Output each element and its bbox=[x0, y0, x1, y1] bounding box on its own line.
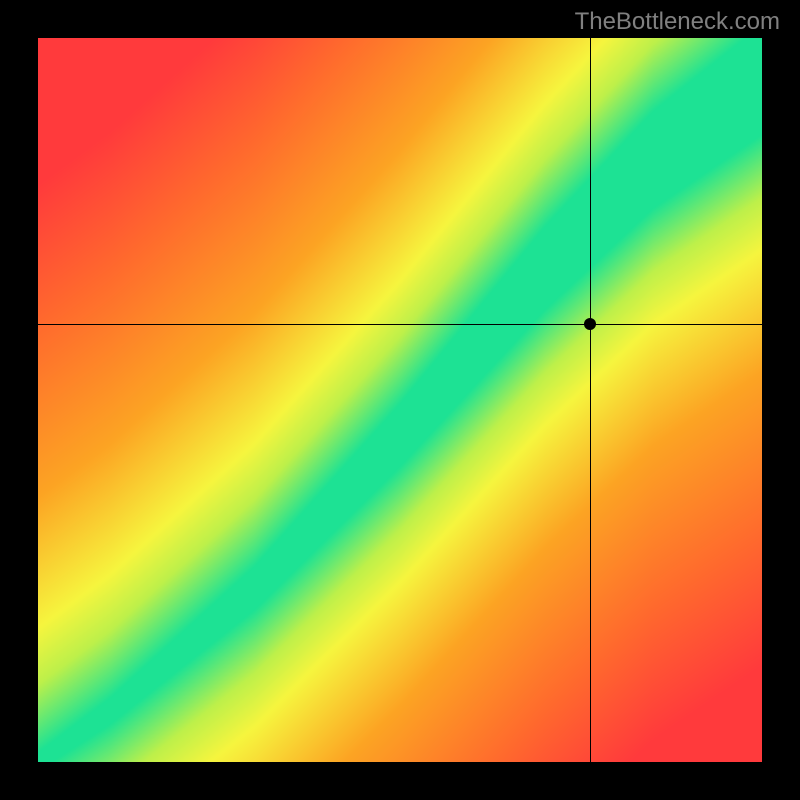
watermark-text: TheBottleneck.com bbox=[575, 8, 780, 36]
heatmap-chart bbox=[38, 38, 762, 762]
heatmap-canvas bbox=[38, 38, 762, 762]
crosshair-vertical bbox=[590, 38, 591, 762]
marker-dot bbox=[584, 318, 596, 330]
crosshair-horizontal bbox=[38, 324, 762, 325]
